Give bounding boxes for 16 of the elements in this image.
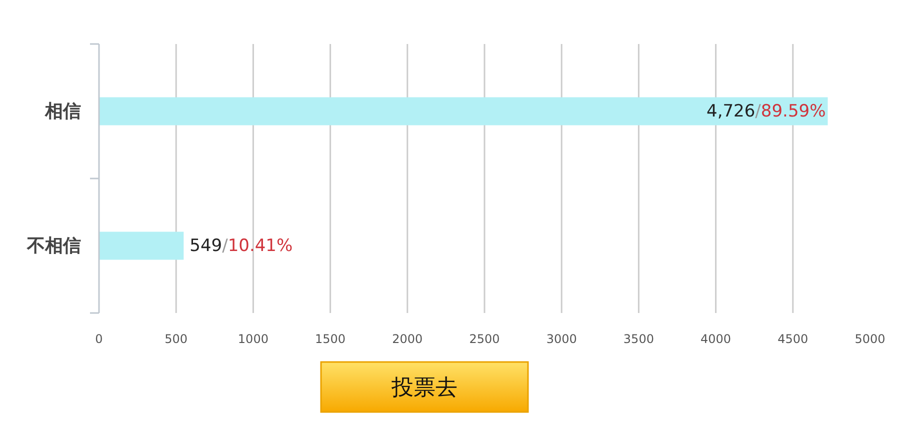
y-tick-label: 相信	[44, 100, 81, 122]
x-tick-label: 4000	[700, 332, 732, 346]
text: 投票去	[390, 376, 458, 400]
x-tick-label: 4500	[778, 332, 808, 346]
data-label: 4,726/89.59%	[706, 101, 826, 122]
x-tick-label: 0	[95, 332, 103, 346]
x-tick-label: 500	[164, 332, 188, 346]
x-tick-label: 3500	[623, 332, 654, 346]
x-tick-label: 5000	[854, 332, 886, 346]
data-label: 549/10.41%	[190, 236, 293, 256]
x-tick-label: 2500	[469, 332, 500, 346]
x-tick-label: 1000	[238, 332, 268, 346]
x-tick-label: 3000	[546, 332, 577, 346]
x-tick-label: 1500	[315, 332, 346, 346]
x-tick-label: 2000	[392, 332, 423, 346]
y-tick-label: 不相信	[26, 235, 81, 256]
